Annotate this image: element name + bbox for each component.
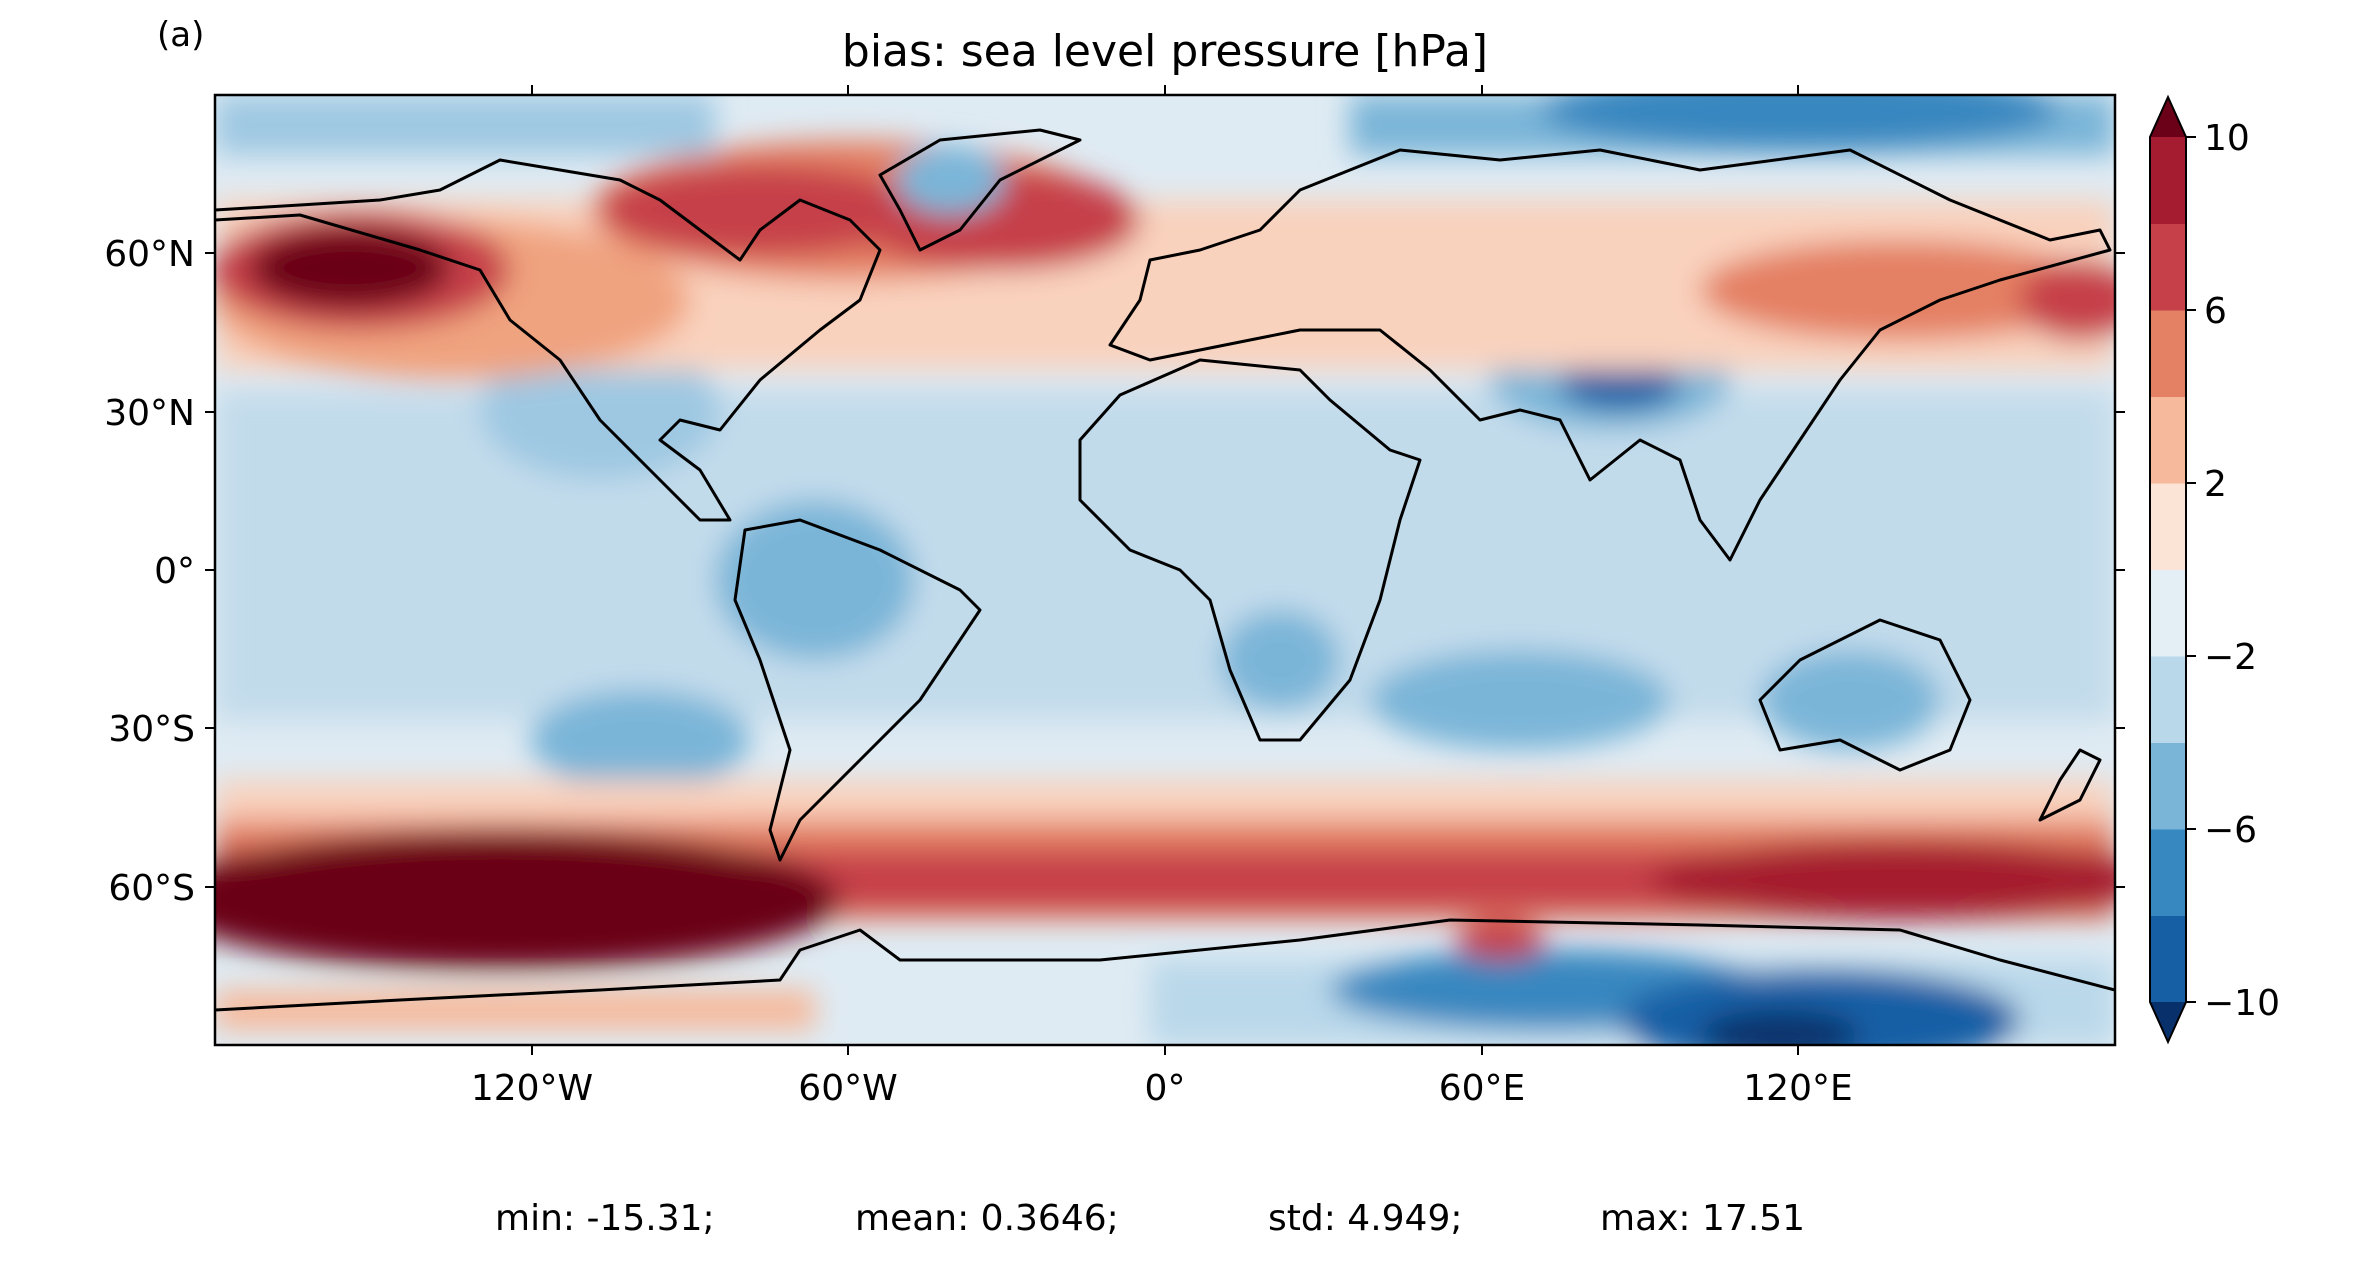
colorbar-tick-label: −6 [2204, 810, 2257, 851]
lon-tick-label: 120°E [1743, 1068, 1852, 1109]
colorbar-bin [2150, 742, 2186, 830]
colorbar-tick-label: 2 [2204, 464, 2227, 505]
colorbar-extend-high [2150, 97, 2186, 137]
lon-tick-label: 60°E [1439, 1068, 1526, 1109]
colorbar-tick-label: 6 [2204, 291, 2227, 332]
bias-field [215, 95, 2115, 1045]
lon-tick-label: 120°W [471, 1068, 593, 1109]
lat-tick-label: 60°N [104, 234, 195, 275]
lon-tick-label: 60°W [798, 1068, 897, 1109]
colorbar-bin [2150, 310, 2186, 397]
colorbar-bin [2150, 829, 2186, 916]
lat-tick-label: 0° [154, 551, 195, 592]
lon-axis: 120°W 60°W 0° 60°E 120°E [471, 85, 1853, 1109]
colorbar-extend-low [2150, 1002, 2186, 1042]
stat-max: max: 17.51 [1600, 1198, 1805, 1239]
colorbar-bin [2150, 396, 2186, 484]
coastlines [215, 128, 2115, 1012]
colorbar-tick-label: 10 [2204, 118, 2250, 159]
stats-line: min: -15.31; mean: 0.3646; std: 4.949; m… [495, 1198, 1805, 1239]
colorbar-bin [2150, 656, 2186, 743]
lat-tick-label: 30°S [108, 709, 195, 750]
stat-min: min: -15.31; [495, 1198, 715, 1239]
colorbar-bin [2150, 223, 2186, 311]
panel-label: (a) [157, 15, 204, 55]
colorbar-bin [2150, 137, 2186, 224]
stat-std: std: 4.949; [1268, 1198, 1462, 1239]
colorbar: 10 6 2 −2 −6 −10 [2149, 94, 2280, 1045]
colorbar-tick-label: −10 [2204, 983, 2280, 1024]
colorbar-tick-label: −2 [2204, 637, 2257, 678]
lat-axis: 60°N 30°N 0° 30°S 60°S [104, 234, 2125, 909]
lat-tick-label: 30°N [104, 393, 195, 434]
lon-tick-label: 0° [1145, 1068, 1186, 1109]
map-title: bias: sea level pressure [hPa] [842, 26, 1488, 77]
colorbar-bin [2150, 483, 2186, 570]
colorbar-bin [2150, 915, 2186, 1003]
colorbar-bin [2150, 569, 2186, 657]
stat-mean: mean: 0.3646; [855, 1198, 1119, 1239]
lat-tick-label: 60°S [108, 868, 195, 909]
